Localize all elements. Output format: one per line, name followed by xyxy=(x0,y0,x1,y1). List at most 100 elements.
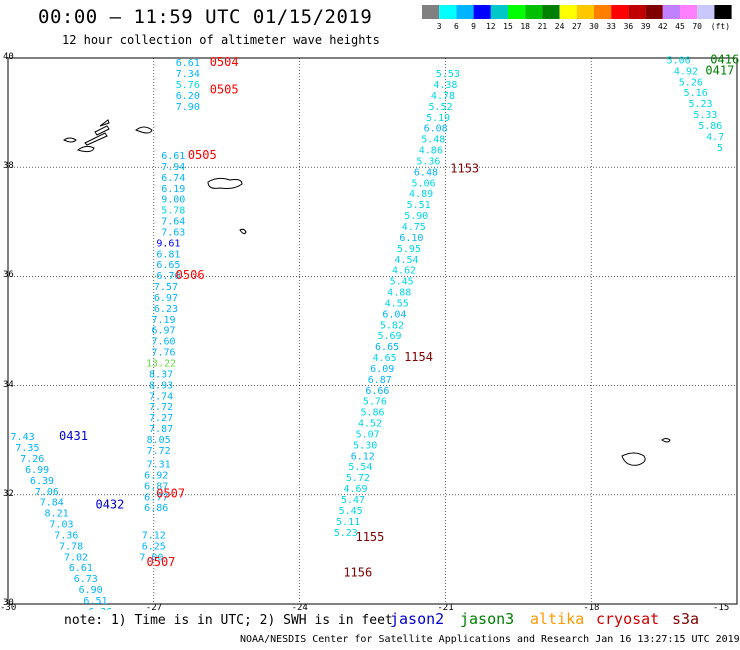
latitude-label: 40 xyxy=(3,52,14,62)
colorbar-swatch xyxy=(490,5,508,19)
wave-height-value: 6.08 xyxy=(424,124,448,135)
colorbar-label: 24 xyxy=(554,22,565,31)
latitude-label: 36 xyxy=(3,270,14,281)
pass-time-label: 0506 xyxy=(176,268,205,282)
wave-height-value: 4.52 xyxy=(358,419,382,430)
wave-height-value: 7.60 xyxy=(151,337,175,348)
colorbar-labels: 3 6 9 12 15 18 21 24 27 30 33 36 39 42 45 70 (ft) xyxy=(422,22,740,34)
colorbar-label: 3 xyxy=(436,22,442,31)
island-outline xyxy=(84,132,108,146)
pass-time-label: 0507 xyxy=(156,487,185,501)
map-frame xyxy=(7,57,738,605)
longitude-label: -15 xyxy=(713,603,730,613)
wave-height-value: 6.36 xyxy=(88,607,112,610)
colorbar-label: 21 xyxy=(537,22,548,31)
wave-height-value: 5.47 xyxy=(341,495,365,506)
wave-height-value: 5.19 xyxy=(426,113,450,124)
wave-height-value: 6.23 xyxy=(154,304,178,315)
wave-height-value: 7.19 xyxy=(151,315,175,326)
wave-height-value: 6.81 xyxy=(156,249,180,260)
wave-height-value: 7.26 xyxy=(20,454,44,465)
wave-height-value: 6.97 xyxy=(151,326,175,337)
wave-height-value: 5.76 xyxy=(363,397,387,408)
wave-height-value: 6.87 xyxy=(368,375,392,386)
wave-height-value: 4.78 xyxy=(431,91,455,102)
island-outline xyxy=(135,126,153,134)
wave-height-value: 5.76 xyxy=(176,80,200,91)
wave-height-value: 6.12 xyxy=(351,451,375,462)
wave-height-value: 4.65 xyxy=(373,353,397,364)
wave-height-value: 5.36 xyxy=(416,156,440,167)
wave-height-value: 5.23 xyxy=(689,99,713,110)
colorbar-swatch xyxy=(662,5,680,19)
wave-height-value: 6.65 xyxy=(156,260,180,271)
wave-height-value: 5.86 xyxy=(360,408,384,419)
wave-height-value: 7.74 xyxy=(149,391,173,402)
wave-height-value: 7.72 xyxy=(149,402,173,413)
satellite-legend-cryosat: cryosat xyxy=(596,610,660,628)
wave-height-value: 5.07 xyxy=(356,429,380,440)
island-outline xyxy=(63,137,77,143)
colorbar-swatch xyxy=(422,5,440,19)
wave-height-value: 9.61 xyxy=(156,238,180,249)
wave-height-value: 7.31 xyxy=(147,460,171,471)
wave-height-value: 5.69 xyxy=(377,331,401,342)
longitude-label: -27 xyxy=(145,603,163,613)
colorbar-swatch xyxy=(525,5,543,19)
wave-height-value: 7.57 xyxy=(154,282,178,293)
wave-height-value: 7.06 xyxy=(35,487,59,498)
pass-time-label: 1153 xyxy=(450,162,479,176)
footer-credit: NOAA/NESDIS Center for Satellite Applica… xyxy=(240,634,740,645)
longitude-label: -24 xyxy=(291,603,308,613)
wave-height-value: 6.77 xyxy=(144,492,168,503)
wave-height-value: 8.37 xyxy=(149,369,173,380)
footer-note: note: 1) Time is in UTC; 2) SWH is in fe… xyxy=(64,613,393,628)
wave-height-value: 6.20 xyxy=(176,91,200,102)
wave-height-value: 6.61 xyxy=(161,151,185,162)
wave-height-value: 5.86 xyxy=(698,121,722,132)
wave-height-value: 5.06 xyxy=(411,178,435,189)
wave-height-value: 4.75 xyxy=(402,222,426,233)
colorbar-label: 6 xyxy=(453,22,459,31)
island-outline xyxy=(94,125,110,136)
wave-height-value: 5.23 xyxy=(334,528,358,539)
latitude-label: 34 xyxy=(3,379,14,390)
wave-height-value: 5.78 xyxy=(161,206,185,217)
wave-height-value: 7.84 xyxy=(40,498,64,509)
colorbar-swatch xyxy=(456,5,474,19)
wave-height-value: 6.48 xyxy=(414,167,438,178)
wave-height-value: 4.89 xyxy=(409,189,433,200)
map-title: 00:00 – 11:59 UTC 01/15/2019 xyxy=(38,6,373,28)
island-outline xyxy=(621,452,646,466)
wave-height-value: 7.64 xyxy=(161,217,185,228)
satellite-legend-jason3: jason3 xyxy=(460,610,515,628)
longitude-label: -30 xyxy=(0,603,17,613)
wave-height-value: 6.61 xyxy=(176,58,200,69)
island-outline xyxy=(76,145,95,153)
colorbar-swatch xyxy=(628,5,646,19)
colorbar-label: 27 xyxy=(571,22,582,31)
wave-height-value: 5.53 xyxy=(436,69,460,80)
colorbar-swatch xyxy=(680,5,698,19)
colorbar-label: 33 xyxy=(606,22,616,31)
wave-height-value: 4.88 xyxy=(387,288,411,299)
colorbar-swatch xyxy=(697,5,715,19)
wave-height-value: 7.03 xyxy=(49,520,73,531)
wave-height-value: 6.99 xyxy=(25,465,49,476)
wave-height-value: 5.54 xyxy=(348,462,372,473)
wave-height-value: 5.95 xyxy=(397,244,421,255)
wave-height-value: 5.48 xyxy=(421,135,445,146)
wave-height-value: 5.51 xyxy=(407,200,431,211)
colorbar-swatch xyxy=(439,5,457,19)
colorbar-label: 39 xyxy=(640,22,651,31)
pass-time-label: 0505 xyxy=(188,148,217,162)
wave-height-value: 4.62 xyxy=(392,266,416,277)
wave-height-value: 6.04 xyxy=(382,309,406,320)
wave-height-value: 5.30 xyxy=(353,440,377,451)
wave-height-value: 7.63 xyxy=(161,227,185,238)
satellite-legend-jason2: jason2 xyxy=(390,610,445,628)
wave-height-value: 6.09 xyxy=(370,364,394,375)
wave-height-value: 4.86 xyxy=(419,146,443,157)
wave-height-value: 5.45 xyxy=(390,277,414,288)
satellite-legend-s3a: s3a xyxy=(672,610,700,628)
